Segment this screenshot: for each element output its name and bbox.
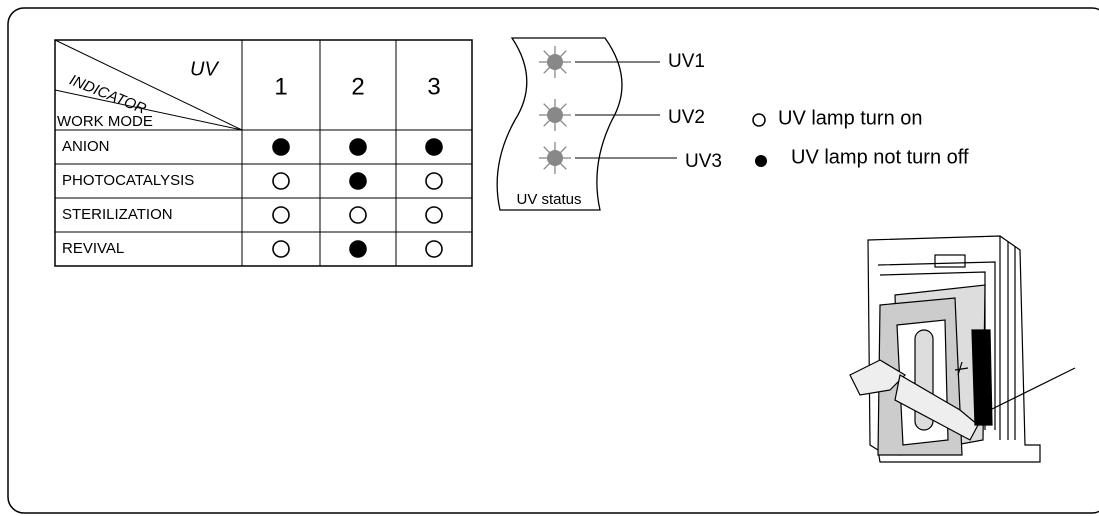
frame <box>7 7 1099 514</box>
status-panel <box>496 37 623 211</box>
lamp-ray <box>543 119 551 127</box>
state-dot <box>349 138 367 156</box>
state-dot <box>349 206 367 224</box>
corner-bottom: WORK MODE <box>57 113 153 130</box>
lamp-ray <box>559 66 567 74</box>
column-header: 3 <box>427 73 440 100</box>
lamp-ray <box>543 103 551 111</box>
state-dot <box>272 206 290 224</box>
state-dot <box>272 138 290 156</box>
column-header: 2 <box>351 73 364 100</box>
mode-label: PHOTOCATALYSIS <box>62 172 194 189</box>
mode-table: UV INDICATOR WORK MODE 1 2 3ANIONPHOTOCATA… <box>54 39 473 267</box>
lamp-ray <box>543 162 551 170</box>
lamp-ray <box>543 146 551 154</box>
state-dot <box>425 206 443 224</box>
legend-filled-text: UV lamp not turn off <box>791 146 969 168</box>
corner-top: UV <box>190 58 219 80</box>
lamp-ray <box>559 162 567 170</box>
lamp <box>547 150 563 166</box>
state-dot <box>425 240 443 258</box>
state-dot <box>425 172 443 190</box>
lamp-label: UV3 <box>685 151 722 172</box>
column-header: 1 <box>274 73 287 100</box>
lamp-ray <box>559 103 567 111</box>
purifier-illustration <box>849 235 1076 463</box>
legend: UV lamp turn on UV lamp not turn off <box>752 107 969 168</box>
status-label: UV status <box>516 191 581 208</box>
legend-filled-dot <box>755 155 767 167</box>
mode-label: REVIVAL <box>62 240 124 257</box>
state-dot <box>349 172 367 190</box>
lamps: UV1 UV2 UV3 <box>539 46 722 174</box>
lamp-label: UV1 <box>668 51 705 72</box>
lamp-label: UV2 <box>668 107 705 128</box>
state-dot <box>272 240 290 258</box>
state-dot <box>349 240 367 258</box>
diagonal <box>54 89 243 131</box>
table-border <box>54 39 473 267</box>
lamp-ray <box>543 66 551 74</box>
state-dot <box>272 172 290 190</box>
uv-status: UV status <box>496 37 623 211</box>
mode-label: STERILIZATION <box>62 206 173 223</box>
lamp <box>547 54 563 70</box>
lamp-ray <box>559 119 567 127</box>
mode-label: ANION <box>62 138 110 155</box>
lamp-ray <box>559 146 567 154</box>
lamp-ray <box>543 50 551 58</box>
legend-open-dot <box>752 113 766 127</box>
lamp-ray <box>559 50 567 58</box>
legend-open-text: UV lamp turn on <box>778 107 923 129</box>
lamp <box>547 107 563 123</box>
diagonal <box>54 39 243 131</box>
state-dot <box>425 138 443 156</box>
